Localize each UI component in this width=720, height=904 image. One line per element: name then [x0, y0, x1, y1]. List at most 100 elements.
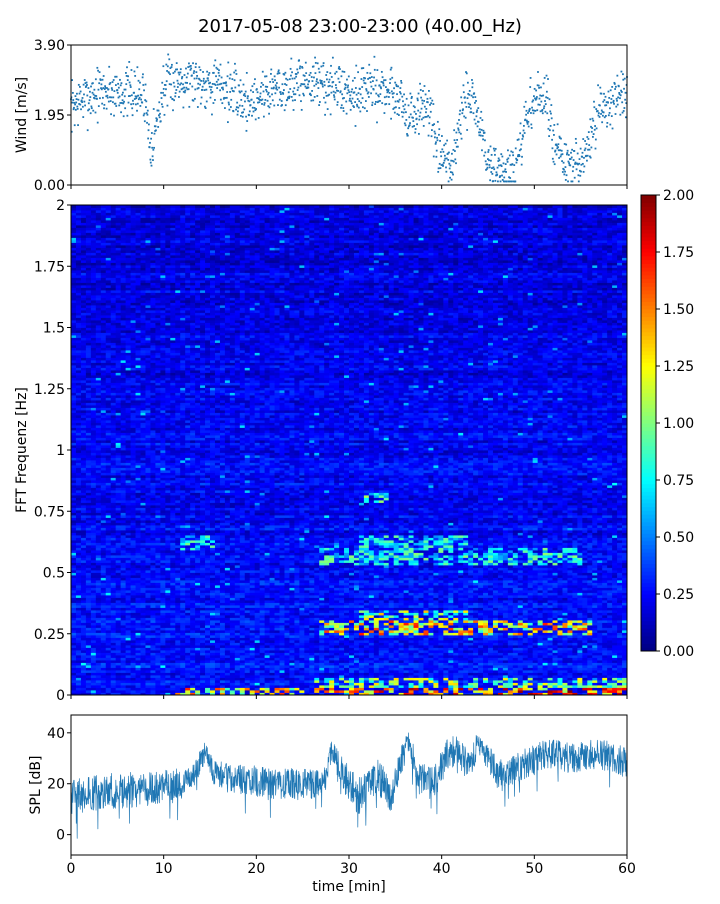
fft-cell [150, 630, 155, 633]
fft-cell [106, 670, 111, 673]
fft-cell [364, 635, 369, 638]
fft-cell [220, 690, 225, 693]
fft-cell [354, 655, 359, 658]
fft-cell [483, 678, 488, 681]
fft-cell [270, 638, 275, 641]
fft-cell [468, 623, 473, 626]
fft-cell [71, 633, 76, 636]
fft-cell [180, 655, 185, 658]
fft-cell [523, 670, 528, 673]
wind-point [617, 97, 619, 99]
wind-point [315, 83, 317, 85]
fft-cell [299, 625, 304, 628]
fft-cell [458, 668, 463, 671]
fft-cell [344, 638, 349, 641]
fft-cell [289, 680, 294, 683]
fft-cell [116, 620, 121, 623]
fft-cell [354, 640, 359, 643]
wind-point [363, 80, 365, 82]
fft-cell [344, 660, 349, 663]
fft-cell [270, 645, 275, 648]
fft-cell [602, 638, 607, 641]
fft-cell [76, 678, 81, 681]
fft-cell [309, 658, 314, 661]
fft-cell [230, 628, 235, 631]
wind-point [158, 110, 160, 112]
fft-cell [419, 648, 424, 651]
fft-cell [553, 638, 558, 641]
fft-cell [240, 618, 245, 621]
fft-cell [572, 630, 577, 633]
fft-cell [245, 665, 250, 668]
fft-cell [473, 650, 478, 653]
fft-cell [339, 648, 344, 651]
fft-cell [91, 665, 96, 668]
fft-cell [538, 668, 543, 671]
fft-cell [523, 683, 528, 686]
fft-cell [364, 648, 369, 651]
fft-cell [468, 685, 473, 688]
wind-point [519, 155, 521, 157]
fft-cell [160, 648, 165, 651]
fft-cell [518, 640, 523, 643]
fft-cell [175, 653, 180, 656]
fft-cell [275, 685, 280, 688]
fft-cell [116, 685, 121, 688]
fft-cell [324, 643, 329, 646]
fft-cell [438, 653, 443, 656]
fft-cell [528, 658, 533, 661]
fft-cell [235, 675, 240, 678]
fft-cell [220, 655, 225, 658]
wind-point [381, 102, 383, 104]
fft-cell [225, 685, 230, 688]
fft-cell [612, 640, 617, 643]
fft-cell [428, 625, 433, 628]
fft-cell [141, 665, 146, 668]
fft-cell [533, 633, 538, 636]
fft-cell [289, 688, 294, 691]
fft-cell [91, 678, 96, 681]
fft-cell [240, 655, 245, 658]
wind-point [507, 161, 509, 163]
fft-cell [602, 655, 607, 658]
fft-cell [86, 648, 91, 651]
fft-cell [592, 625, 597, 628]
wind-point [586, 160, 588, 162]
wind-point [416, 118, 418, 120]
fft-cell [200, 680, 205, 683]
wind-point [340, 107, 342, 109]
fft-cell [538, 645, 543, 648]
fft-cell [404, 675, 409, 678]
fft-cell [453, 623, 458, 626]
fft-cell [304, 665, 309, 668]
fft-cell [349, 653, 354, 656]
wind-point [606, 122, 608, 124]
wind-point [334, 73, 336, 75]
fft-cell [548, 673, 553, 676]
wind-point [254, 78, 256, 80]
fft-cell [126, 678, 131, 681]
wind-point [333, 94, 335, 96]
fft-cell [81, 673, 86, 676]
wind-point [423, 100, 425, 102]
fft-cell [438, 658, 443, 661]
fft-cell [548, 683, 553, 686]
fft-cell [349, 628, 354, 631]
wind-point [516, 159, 518, 161]
fft-cell [180, 625, 185, 628]
fft-cell [518, 683, 523, 686]
fft-cell [314, 690, 319, 693]
fft-cell [389, 680, 394, 683]
fft-cell [165, 623, 170, 626]
fft-cell [374, 633, 379, 636]
fft-cell [230, 618, 235, 621]
wind-point [264, 99, 266, 101]
wind-point [323, 81, 325, 83]
fft-cell [215, 663, 220, 666]
fft-cell [518, 668, 523, 671]
fft-cell [275, 658, 280, 661]
fft-cell [91, 663, 96, 666]
fft-cell [324, 658, 329, 661]
fft-cell [503, 628, 508, 631]
wind-point [408, 116, 410, 118]
